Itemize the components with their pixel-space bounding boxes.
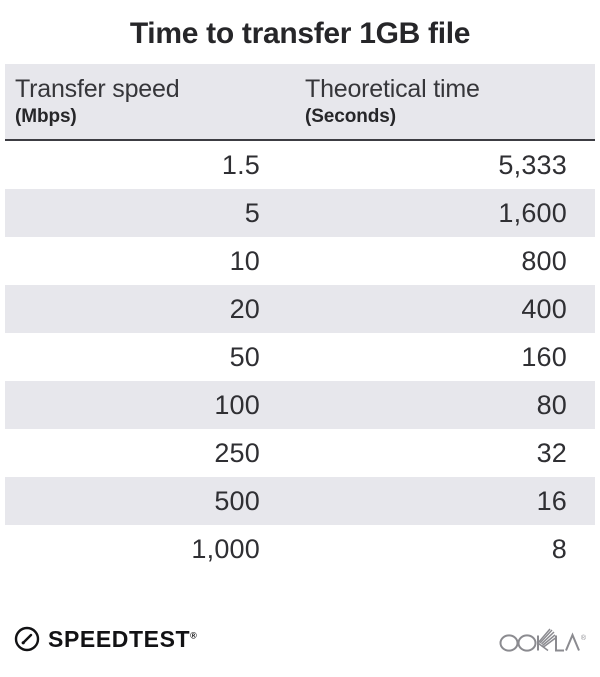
footer: SPEEDTEST®: [0, 607, 600, 677]
cell-theoretical-time: 8: [551, 534, 567, 564]
table-row: 50 160: [5, 333, 595, 381]
cell-transfer-speed: 1.5: [221, 150, 260, 180]
speedtest-wordmark: SPEEDTEST®: [48, 626, 197, 653]
cell-theoretical-time: 800: [521, 246, 567, 276]
table-row: 5 1,600: [5, 189, 595, 237]
table-row: 100 80: [5, 381, 595, 429]
column-header-transfer-speed: Transfer speed (Mbps): [5, 74, 295, 130]
cell-theoretical-time: 400: [521, 294, 567, 324]
ookla-wordmark: [498, 624, 580, 654]
cell-transfer-speed: 20: [229, 294, 260, 324]
table-row: 10 800: [5, 237, 595, 285]
speedometer-icon: [14, 626, 40, 652]
table-header-row: Transfer speed (Mbps) Theoretical time (…: [5, 64, 595, 139]
cell-theoretical-time: 32: [536, 438, 567, 468]
page-title: Time to transfer 1GB file: [129, 17, 471, 50]
speedtest-wordmark-text: SPEEDTEST: [48, 625, 191, 652]
table-row: 500 16: [5, 477, 595, 525]
cell-theoretical-time: 160: [521, 342, 567, 372]
table-row: 1.5 5,333: [5, 141, 595, 189]
cell-theoretical-time: 1,600: [498, 198, 567, 228]
cell-transfer-speed: 5: [244, 198, 260, 228]
transfer-time-table: Transfer speed (Mbps) Theoretical time (…: [0, 64, 600, 573]
cell-theoretical-time: 80: [536, 390, 567, 420]
table-body: 1.5 5,333 5 1,600 10 800 20 400 50 160 1…: [5, 141, 595, 573]
column-header-transfer-speed-main: Transfer speed: [15, 75, 180, 103]
column-header-transfer-speed-unit: (Mbps): [15, 106, 77, 127]
cell-transfer-speed: 250: [214, 438, 260, 468]
column-header-theoretical-time: Theoretical time (Seconds): [295, 74, 595, 130]
header-divider: [5, 139, 595, 141]
column-header-theoretical-time-main: Theoretical time: [305, 75, 480, 103]
cell-transfer-speed: 100: [214, 390, 260, 420]
cell-theoretical-time: 5,333: [498, 150, 567, 180]
ookla-registered-mark: ®: [580, 635, 586, 642]
table-row: 250 32: [5, 429, 595, 477]
column-header-theoretical-time-unit: (Seconds): [305, 106, 396, 127]
cell-theoretical-time: 16: [536, 486, 567, 516]
speedtest-registered-mark: ®: [190, 629, 197, 640]
cell-transfer-speed: 10: [229, 246, 260, 276]
table-row: 1,000 8: [5, 525, 595, 573]
cell-transfer-speed: 1,000: [191, 534, 260, 564]
cell-transfer-speed: 500: [214, 486, 260, 516]
ookla-logo: ®: [498, 624, 586, 654]
speedtest-logo: SPEEDTEST®: [14, 626, 197, 653]
cell-transfer-speed: 50: [229, 342, 260, 372]
table-row: 20 400: [5, 285, 595, 333]
